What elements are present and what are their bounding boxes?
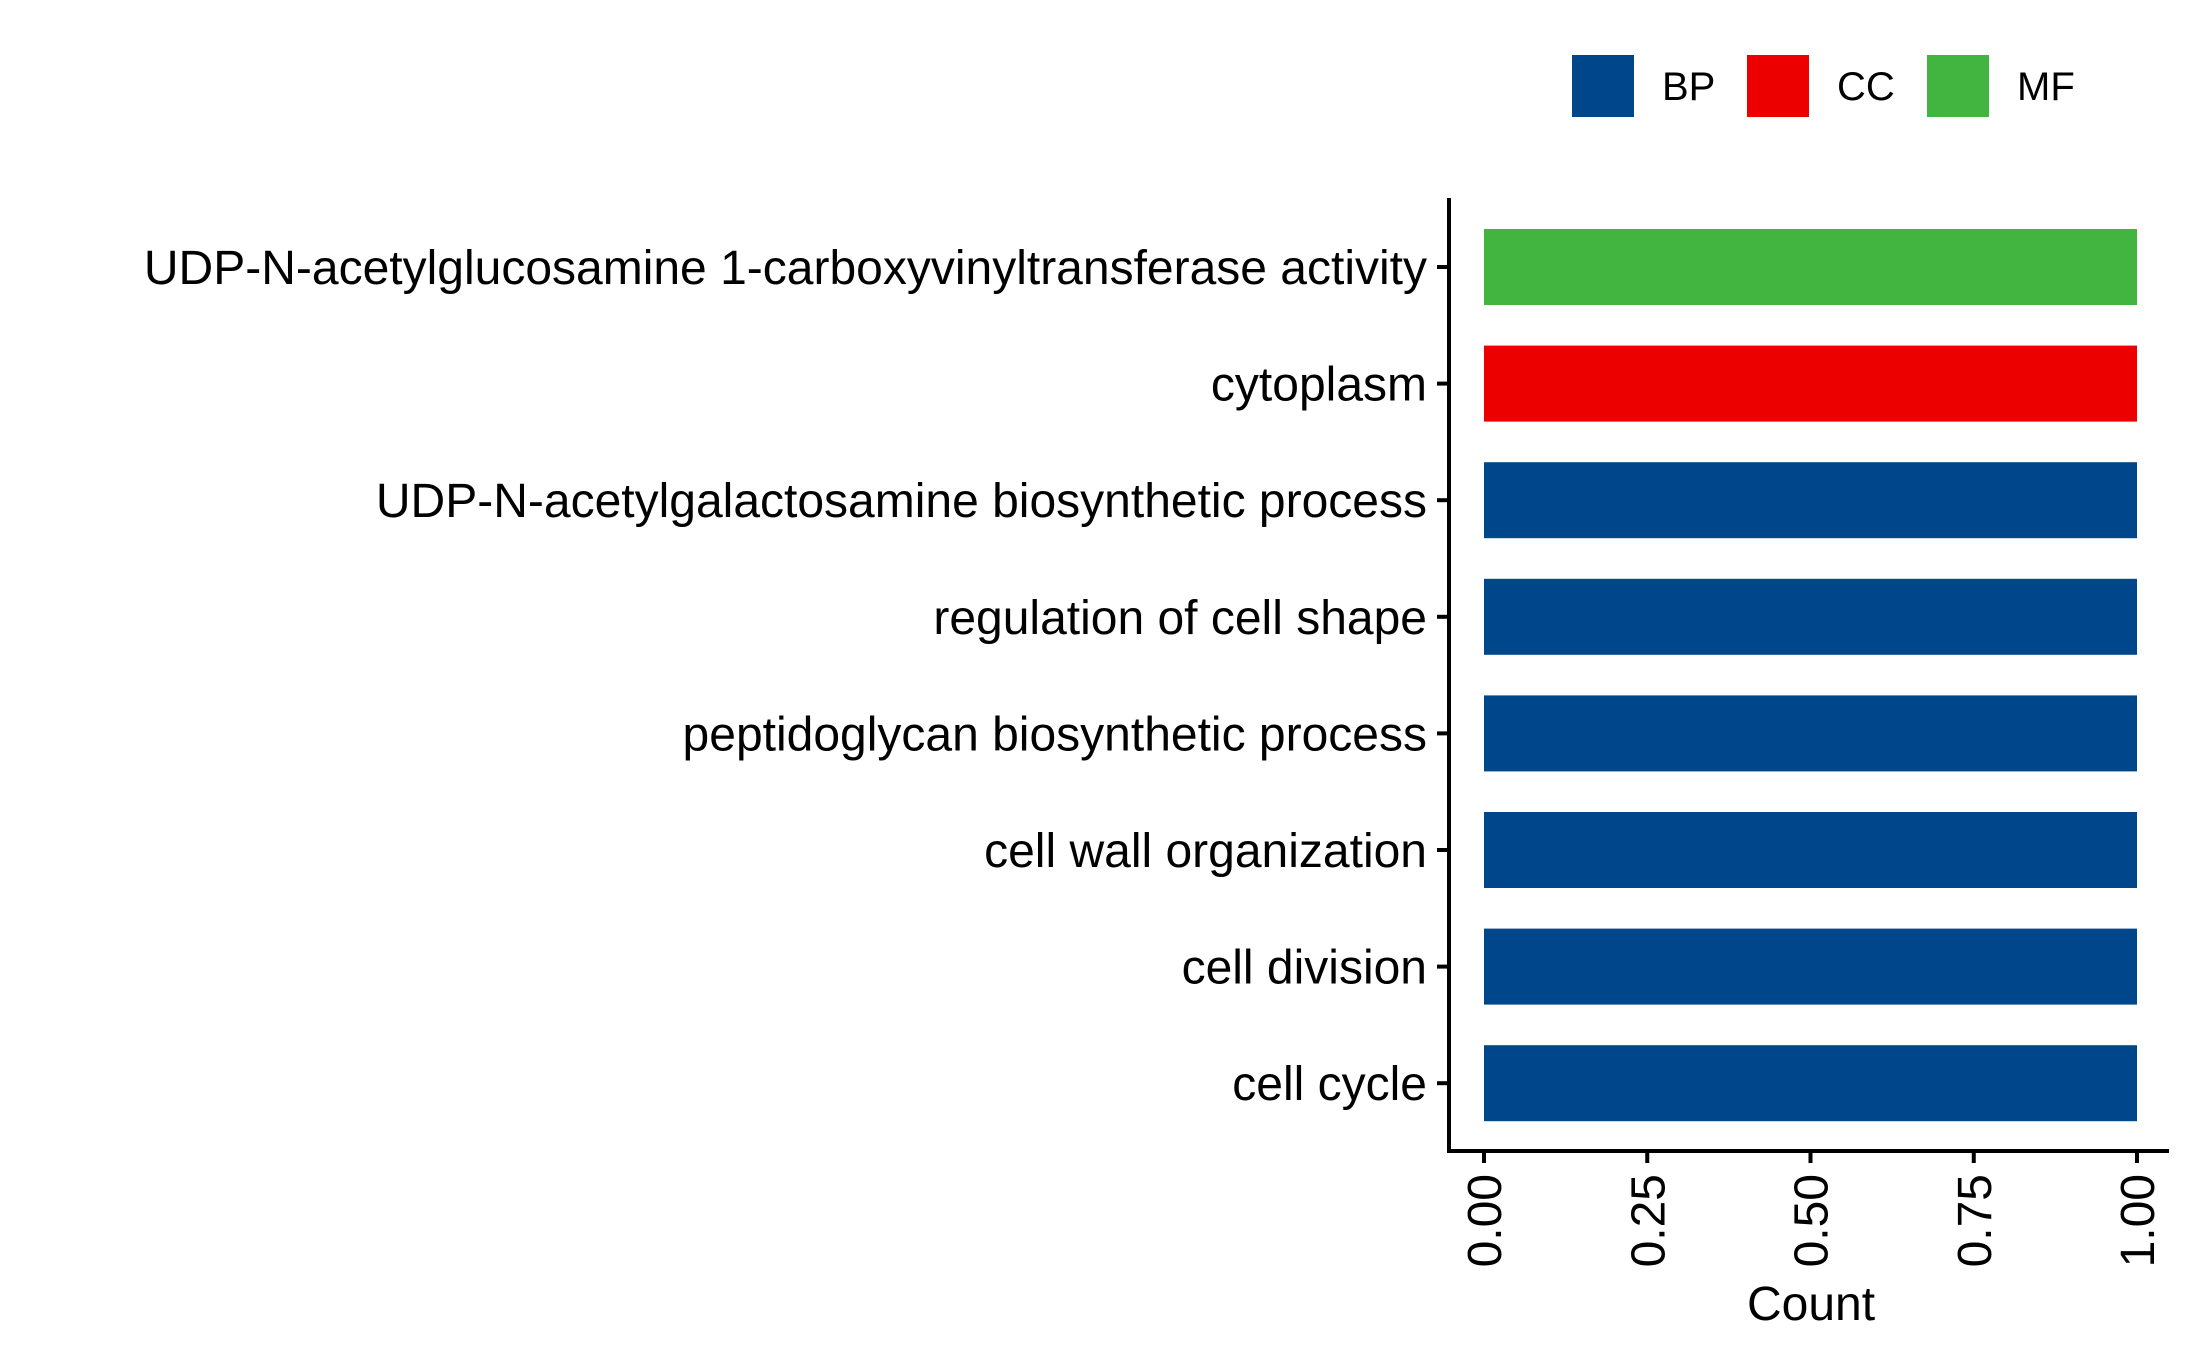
y-tick-label: cell wall organization xyxy=(984,825,1427,878)
legend-label-mf: MF xyxy=(2017,65,2075,109)
x-tick-label: 0.50 xyxy=(1786,1174,1839,1267)
y-tick-label: peptidoglycan biosynthetic process xyxy=(683,708,1427,761)
x-tick-label: 0.25 xyxy=(1622,1174,1675,1267)
y-tick-label: UDP-N-acetylglucosamine 1-carboxyvinyltr… xyxy=(144,242,1427,295)
bar-mf xyxy=(1484,229,2137,305)
x-tick-label: 0.00 xyxy=(1459,1174,1512,1267)
x-axis: 0.00 0.25 0.50 0.75 1.00 xyxy=(1447,1149,2169,1267)
bar-cc xyxy=(1484,345,2137,422)
bars xyxy=(1484,229,2137,1122)
legend-swatch-mf xyxy=(1927,55,1989,117)
y-tick-label: cell cycle xyxy=(1232,1058,1427,1111)
y-tick-label: UDP-N-acetylgalactosamine biosynthetic p… xyxy=(376,475,1427,528)
bar-bp xyxy=(1484,695,2137,772)
x-axis-title: Count xyxy=(1747,1278,1875,1331)
bar-bp xyxy=(1484,578,2137,655)
legend-swatch-cc xyxy=(1747,55,1809,117)
legend-swatch-bp xyxy=(1572,55,1634,117)
y-tick-label: regulation of cell shape xyxy=(933,592,1427,645)
x-tick-label: 1.00 xyxy=(2112,1174,2165,1267)
bar-bp xyxy=(1484,928,2137,1005)
bar-bp xyxy=(1484,812,2137,888)
bar-bp xyxy=(1484,1045,2137,1122)
legend-label-cc: CC xyxy=(1837,65,1895,109)
legend: BP CC MF xyxy=(1572,55,2075,117)
y-tick-label: cell division xyxy=(1182,942,1427,995)
y-tick-label: cytoplasm xyxy=(1211,359,1427,412)
y-axis: UDP-N-acetylglucosamine 1-carboxyvinyltr… xyxy=(144,198,1451,1153)
legend-label-bp: BP xyxy=(1662,65,1715,109)
bar-bp xyxy=(1484,462,2137,539)
x-tick-label: 0.75 xyxy=(1949,1174,2002,1267)
